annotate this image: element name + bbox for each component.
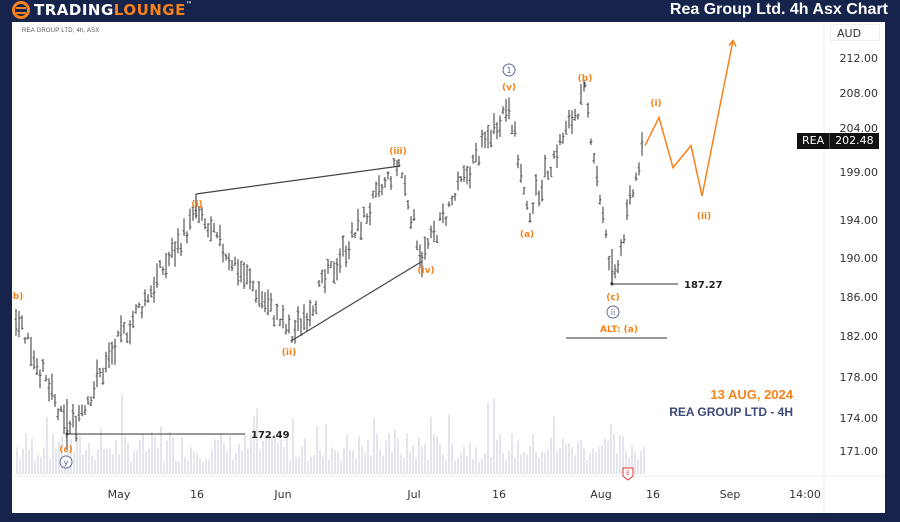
price-chart[interactable]: 172.49 187.27 (b) (c) y (i) (ii) (iii) (iv) 1 (v) (… [12, 22, 885, 513]
wave-label: (i) [191, 200, 202, 210]
y-axis-tick: 174.00 [840, 412, 879, 425]
y-axis-tick: 194.00 [840, 214, 879, 227]
x-axis-tick: May [108, 488, 131, 501]
wave-label: (c) [59, 445, 73, 455]
logo-icon [12, 1, 30, 19]
page-title: Rea Group Ltd. 4h Asx Chart [669, 1, 888, 18]
x-axis-tick: Aug [590, 488, 611, 501]
trend-line[interactable] [290, 261, 422, 342]
y-axis-tick: 208.00 [840, 87, 879, 100]
y-axis-tick: 212.00 [840, 52, 879, 65]
wave-label: ALT: (a) [600, 325, 638, 335]
last-price-symbol: REA [797, 133, 831, 149]
wave-label: 1 [506, 66, 511, 75]
x-axis-tick: 16 [646, 488, 660, 501]
x-axis-tick: 16 [492, 488, 506, 501]
x-axis-tick: 14:00 [789, 488, 821, 501]
wave-circle-icon [502, 63, 516, 77]
symbol-info: REA GROUP LTD, 4h, ASX [22, 28, 100, 34]
x-axis-tick: 16 [190, 488, 204, 501]
y-axis-tick: 204.00 [840, 122, 879, 135]
wave-circle-icon [59, 455, 73, 469]
logo-text-trading: TRADING [34, 1, 114, 19]
wave-label: (ii) [282, 348, 296, 358]
chart-panel[interactable]: 172.49 187.27 (b) (c) y (i) (ii) (iii) (iv) 1 (v) (… [12, 22, 885, 513]
wave-label: (i) [650, 99, 661, 109]
y-axis-tick: 190.00 [840, 252, 879, 265]
wave-label: (b) [12, 292, 23, 302]
y-axis-tick: 178.00 [840, 371, 879, 384]
wave-label: (b) [578, 74, 593, 84]
chart-name-stamp: REA GROUP LTD - 4H [669, 405, 793, 419]
logo-text-lounge: LOUNGE [113, 1, 186, 19]
y-axis-tick: 182.00 [840, 330, 879, 343]
currency-label[interactable]: AUD [830, 24, 880, 41]
trading-lounge-logo: TRADINGLOUNGE™ [12, 1, 192, 19]
y-axis-tick: 171.00 [840, 445, 879, 458]
last-price-value: 202.48 [830, 133, 879, 149]
wave-label: (iv) [417, 266, 434, 276]
wave-label: (ii) [697, 212, 711, 222]
chart-date-stamp: 13 AUG, 2024 [710, 387, 793, 402]
svg-text:E: E [626, 470, 630, 477]
wave-label: (a) [520, 230, 534, 240]
wave-label: ii [611, 308, 615, 317]
header-bar: TRADINGLOUNGE™ Rea Group Ltd. 4h Asx Cha… [0, 0, 900, 22]
wave-label: (c) [606, 293, 620, 303]
wave-circle-icon [606, 305, 620, 319]
x-axis-tick: Jul [406, 488, 420, 501]
logo-trademark: ™ [185, 1, 193, 8]
price-bars [14, 79, 644, 451]
arrow-up-icon [728, 39, 737, 47]
price-level-label: 187.27 [684, 280, 723, 291]
wave-label: (iii) [389, 147, 406, 157]
x-axis-tick: Sep [720, 488, 741, 501]
last-price-tag: REA 202.48 [797, 133, 879, 149]
wave-label: y [64, 458, 69, 467]
trend-line[interactable] [195, 165, 401, 195]
earnings-marker-icon[interactable]: E [622, 467, 634, 481]
y-axis-tick: 199.00 [840, 166, 879, 179]
wave-label: (v) [502, 83, 516, 93]
projection-path [644, 40, 734, 197]
y-axis-tick: 186.00 [840, 291, 879, 304]
price-level-label: 172.49 [251, 430, 290, 441]
x-axis-tick: Jun [273, 488, 291, 501]
